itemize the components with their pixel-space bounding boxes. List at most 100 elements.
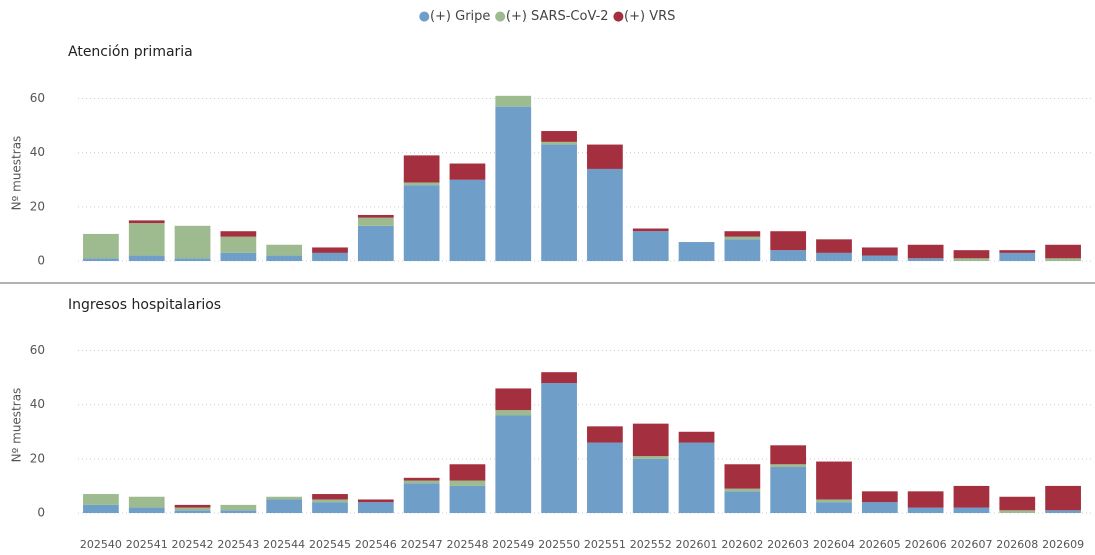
x-tick-label: 202602 [721,538,763,551]
bar-segment [220,252,257,261]
bar-segment [632,456,669,459]
x-tick-label: 202548 [446,538,488,551]
x-tick-label: 202541 [126,538,168,551]
bar-segment [220,510,257,513]
bar-segment [770,466,807,513]
x-tick-label: 202542 [172,538,214,551]
bar-segment [495,388,532,411]
y-tick-label: 20 [30,451,45,465]
y-tick-label: 40 [30,145,45,159]
bar-segment [128,507,165,513]
bar-segment [953,485,990,508]
bar-segment [770,231,807,251]
bar-segment [541,372,577,384]
bar-segment [770,250,807,261]
x-tick-label: 202545 [309,538,351,551]
bar-segment [128,496,165,508]
bar-segment [724,491,761,513]
bar-segment [128,255,165,261]
bar-segment [724,239,761,261]
bar-segment [724,488,761,492]
bar-segment [953,507,990,513]
legend-marker: ● [613,9,624,24]
bar-segment [541,144,577,261]
bar-segment [495,95,532,107]
bar-segment [83,494,119,505]
bar-segment [220,504,257,511]
bar-segment [907,258,944,261]
bar-segment [83,258,119,261]
bar-segment [816,502,852,513]
bar-segment [541,131,577,142]
x-tick-label: 202543 [217,538,259,551]
bar-segment [266,255,303,261]
x-tick-label: 202608 [996,538,1038,551]
bar-segment [312,252,348,261]
bar-segment [403,185,440,261]
bar-segment [449,179,486,261]
y-tick-label: 60 [30,91,45,105]
x-tick-label: 202550 [538,538,580,551]
bar-segment [449,480,486,486]
legend-label: (+) SARS-CoV-2 [506,9,609,24]
bar-segment [495,106,532,262]
bar-segment [632,228,669,232]
x-tick-label: 202604 [813,538,855,551]
bar-segment [541,383,577,513]
x-tick-label: 202552 [630,538,672,551]
bar-segment [128,223,165,256]
bar-segment [724,464,761,489]
bar-segment [953,250,990,259]
bar-segment [312,499,348,503]
bar-segment [174,507,211,511]
legend-marker: ● [419,9,430,24]
bar-segment [312,247,348,253]
chart-title: Atención primaria [68,44,193,60]
bar-segment [495,415,532,513]
bar-segment [999,510,1036,513]
bar-segment [587,442,623,513]
chart-title: Ingresos hospitalarios [68,297,221,313]
bar-segment [403,483,440,513]
bar-segment [495,410,532,416]
y-axis-label: Nº muestras [10,388,24,463]
x-tick-label: 202540 [80,538,122,551]
bar-segment [861,491,898,503]
bar-segment [1045,258,1081,261]
bar-segment [174,225,211,259]
bar-segment [449,163,486,180]
bar-segment [83,233,119,259]
bar-segment [632,458,669,513]
bar-segment [312,494,348,500]
y-tick-label: 0 [37,254,45,268]
bar-segment [403,155,440,183]
bar-segment [403,477,440,481]
x-tick-label: 202601 [676,538,718,551]
x-tick-label: 202544 [263,538,305,551]
bar-segment [587,426,623,443]
bar-segment [678,431,715,443]
bar-segment [220,231,257,237]
bar-segment [861,502,898,513]
bar-segment [128,220,165,224]
y-tick-label: 40 [30,397,45,411]
bar-segment [1045,510,1081,513]
bar-segment [449,464,486,481]
bar-segment [816,252,852,261]
bar-segment [541,141,577,145]
legend-marker: ● [495,9,506,24]
bar-segment [816,499,852,503]
x-tick-label: 202549 [492,538,534,551]
bar-segment [357,214,394,218]
bar-segment [587,168,623,261]
x-tick-label: 202547 [401,538,443,551]
x-tick-label: 202606 [905,538,947,551]
x-tick-label: 202607 [950,538,992,551]
y-axis-label: Nº muestras [10,136,24,211]
bar-segment [587,144,623,169]
bar-segment [861,255,898,261]
bar-segment [220,236,257,253]
bar-segment [770,445,807,465]
bar-segment [174,510,211,513]
